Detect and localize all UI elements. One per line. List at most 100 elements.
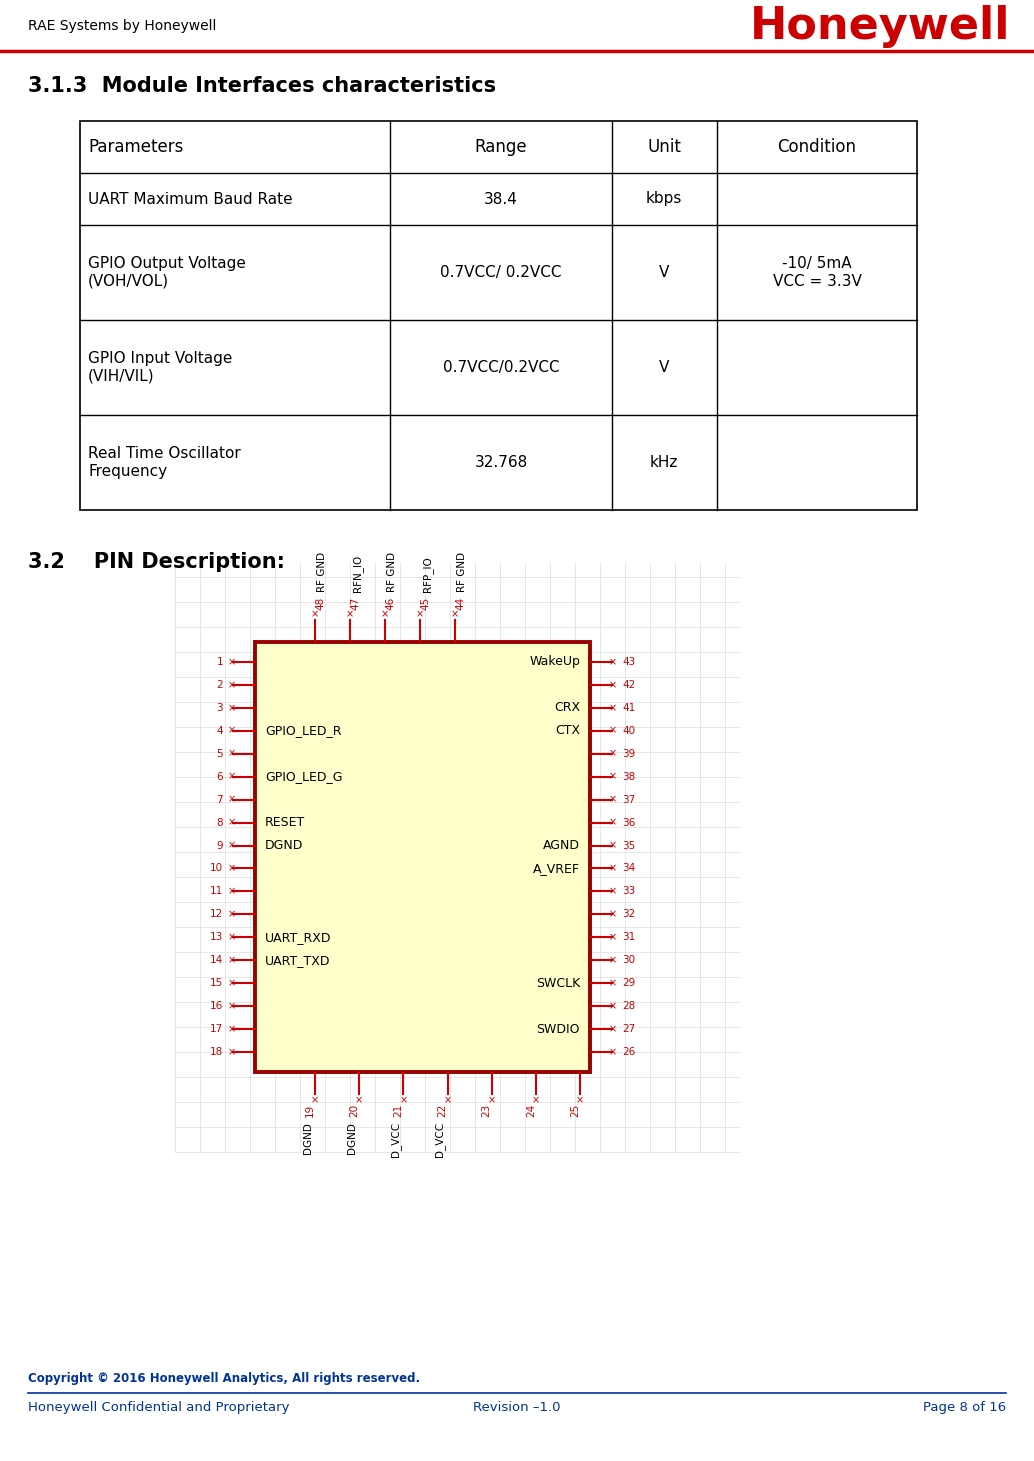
Text: ×: × [609,1001,617,1011]
Text: 45: 45 [420,596,430,611]
Text: 14: 14 [210,955,223,966]
Text: CTX: CTX [555,725,580,738]
Text: ×: × [451,609,459,619]
Text: 2: 2 [216,679,223,690]
Text: 0.7VCC/ 0.2VCC: 0.7VCC/ 0.2VCC [440,264,561,281]
Text: ×: × [227,657,236,668]
Text: RFN_IO: RFN_IO [352,555,363,592]
Text: 0.7VCC/0.2VCC: 0.7VCC/0.2VCC [443,359,559,375]
Text: ×: × [227,795,236,805]
Text: ×: × [576,1094,584,1105]
Text: 33: 33 [622,887,635,897]
Text: ×: × [609,979,617,988]
Text: ×: × [227,955,236,966]
Text: 21: 21 [393,1105,403,1118]
Text: kbps: kbps [646,191,682,206]
Text: ×: × [531,1094,540,1105]
Text: ×: × [444,1094,452,1105]
Text: 29: 29 [622,979,635,988]
Text: GPIO_LED_G: GPIO_LED_G [265,770,342,783]
Text: ×: × [227,749,236,758]
Text: 43: 43 [622,657,635,668]
Text: 6: 6 [216,771,223,782]
Text: ×: × [609,703,617,713]
Text: D_VCC: D_VCC [391,1122,401,1157]
Text: ×: × [609,932,617,942]
Text: ×: × [609,726,617,736]
Text: ×: × [311,1094,320,1105]
Text: ×: × [227,932,236,942]
Text: ×: × [609,955,617,966]
Text: GPIO Input Voltage
(VIH/VIL): GPIO Input Voltage (VIH/VIL) [88,351,233,384]
Text: ×: × [227,726,236,736]
Text: 32: 32 [622,909,635,919]
Text: 7: 7 [216,795,223,805]
Text: 46: 46 [385,596,395,611]
Text: 24: 24 [526,1105,536,1118]
Text: ×: × [609,887,617,897]
Text: GPIO Output Voltage
(VOH/VOL): GPIO Output Voltage (VOH/VOL) [88,256,246,289]
Text: 44: 44 [455,596,465,611]
Text: ×: × [381,609,389,619]
Text: ×: × [416,609,424,619]
Text: Revision –1.0: Revision –1.0 [474,1401,560,1414]
Text: 41: 41 [622,703,635,713]
Text: 25: 25 [570,1105,580,1118]
Text: ×: × [609,749,617,758]
Text: 18: 18 [210,1048,223,1056]
Text: ×: × [227,909,236,919]
Text: ×: × [609,818,617,827]
Text: ×: × [227,1001,236,1011]
Text: RAE Systems by Honeywell: RAE Systems by Honeywell [28,19,216,34]
Text: ×: × [609,1024,617,1034]
Text: Real Time Oscillator
Frequency: Real Time Oscillator Frequency [88,446,241,479]
Text: Unit: Unit [647,137,681,156]
Text: 39: 39 [622,749,635,758]
Text: 20: 20 [349,1105,359,1118]
Text: ×: × [609,771,617,782]
Text: SWDIO: SWDIO [537,1023,580,1036]
Text: 38.4: 38.4 [484,191,518,206]
Text: ×: × [488,1094,495,1105]
Text: RFP_IO: RFP_IO [422,557,433,592]
Text: ×: × [227,679,236,690]
Text: ×: × [609,863,617,874]
Text: 37: 37 [622,795,635,805]
Text: RF GND: RF GND [457,552,467,592]
Text: Honeywell: Honeywell [750,4,1010,48]
Text: 47: 47 [349,596,360,611]
Text: ×: × [227,1048,236,1056]
Text: Condition: Condition [778,137,856,156]
Text: ×: × [346,609,354,619]
Text: kHz: kHz [649,454,678,470]
Text: ×: × [355,1094,363,1105]
Text: 16: 16 [210,1001,223,1011]
Text: 1: 1 [216,657,223,668]
Text: 28: 28 [622,1001,635,1011]
Text: V: V [659,359,669,375]
Text: 22: 22 [437,1105,448,1118]
Text: 40: 40 [622,726,635,736]
Text: ×: × [227,771,236,782]
Text: 34: 34 [622,863,635,874]
Text: 3.2    PIN Description:: 3.2 PIN Description: [28,552,285,573]
Text: RF GND: RF GND [317,552,327,592]
Text: 31: 31 [622,932,635,942]
Text: WakeUp: WakeUp [529,656,580,669]
Text: 4: 4 [216,726,223,736]
Bar [80,121,917,510]
Text: 42: 42 [622,679,635,690]
Text: Range: Range [475,137,527,156]
Text: DGND: DGND [347,1122,357,1154]
Text: ×: × [311,609,320,619]
Text: A_VREF: A_VREF [533,862,580,875]
Text: DGND: DGND [265,839,303,852]
Text: 23: 23 [482,1105,491,1118]
Text: UART_RXD: UART_RXD [265,931,332,944]
Text: ×: × [227,703,236,713]
Text: 36: 36 [622,818,635,827]
Text: CRX: CRX [554,701,580,714]
Text: RF GND: RF GND [387,552,397,592]
Text: Copyright © 2016 Honeywell Analytics, All rights reserved.: Copyright © 2016 Honeywell Analytics, Al… [28,1372,420,1385]
Text: GPIO_LED_R: GPIO_LED_R [265,725,341,738]
